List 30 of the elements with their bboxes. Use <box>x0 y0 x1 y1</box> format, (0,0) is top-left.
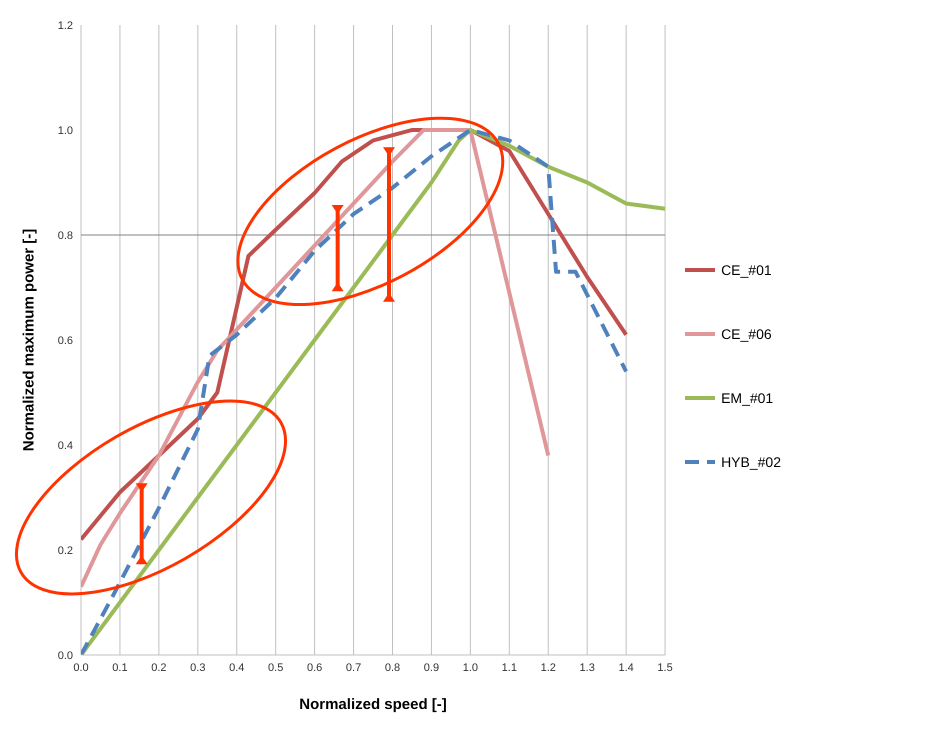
legend-label: CE_#06 <box>721 326 772 342</box>
x-tick-label: 1.5 <box>657 662 673 674</box>
x-tick-label: 1.1 <box>502 662 517 674</box>
x-tick-label: 0.3 <box>190 662 206 674</box>
y-tick-label: 0.4 <box>58 440 73 452</box>
x-tick-label: 0.6 <box>306 662 322 674</box>
x-tick-label: 1.2 <box>540 662 556 674</box>
x-tick-label: 0.1 <box>112 662 128 674</box>
y-axis-title: Normalized maximum power [-] <box>20 228 38 452</box>
x-tick-label: 0.9 <box>424 662 440 674</box>
y-tick-label: 0.8 <box>58 230 73 242</box>
legend-label: HYB_#02 <box>721 454 781 470</box>
x-axis-title: Normalized speed [-] <box>299 696 447 713</box>
x-tick-label: 0.5 <box>268 662 284 674</box>
x-tick-label: 0.4 <box>229 662 244 674</box>
y-tick-label: 0.0 <box>58 650 73 662</box>
y-tick-label: 0.2 <box>58 544 73 557</box>
y-tick-label: 1.2 <box>58 20 73 32</box>
line-series <box>81 128 550 589</box>
x-tick-label: 1.3 <box>580 662 595 674</box>
x-tick-label: 0.8 <box>384 662 400 674</box>
legend-label: EM_#01 <box>721 390 774 406</box>
y-tick-label: 0.6 <box>58 334 73 347</box>
x-tick-label: 1.0 <box>462 662 478 674</box>
x-tick-label: 0.0 <box>73 662 89 674</box>
legend-label: CE_#01 <box>721 262 772 278</box>
x-tick-label: 1.4 <box>618 662 634 674</box>
x-tick-label: 0.7 <box>346 662 362 674</box>
y-tick-label: 1.0 <box>58 124 73 137</box>
x-tick-label: 0.2 <box>151 662 167 674</box>
